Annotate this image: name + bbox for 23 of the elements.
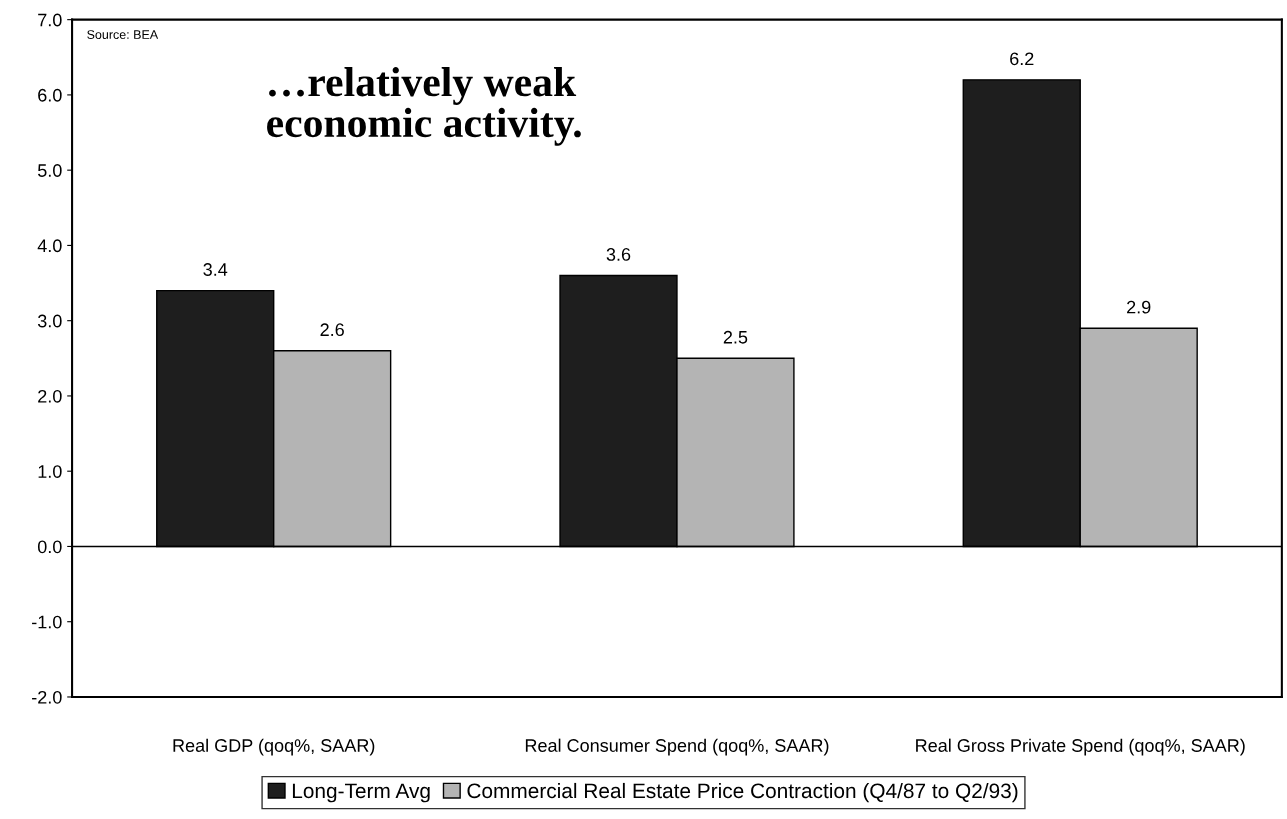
- data-label: 2.9: [1127, 300, 1151, 314]
- x-tick-label: Real Consumer Spend (qoq%, SAAR): [525, 738, 829, 756]
- y-tick-label: 1.0: [38, 465, 62, 478]
- x-tick-label: Real Gross Private Spend (qoq%, SAAR): [916, 738, 1245, 756]
- annotation: Source: BEA: [87, 30, 159, 39]
- y-tick-label: -1.0: [32, 615, 62, 629]
- data-label: 6.2: [1010, 52, 1034, 66]
- data-label: 2.5: [723, 330, 748, 344]
- x-tick-label: Real GDP (qoq%, SAAR): [173, 738, 375, 756]
- y-tick-label: 6.0: [38, 88, 62, 102]
- text: …relatively weak economic activity.: [267, 67, 581, 146]
- y-tick-label: 0.0: [37, 540, 62, 554]
- data-label: 3.4: [203, 263, 228, 276]
- y-tick-label: 3.0: [37, 314, 62, 328]
- y-tick-label: 5.0: [37, 164, 62, 177]
- y-tick-label: -2.0: [32, 690, 62, 704]
- legend-label: Long-Term Avg: [292, 783, 430, 803]
- legend-label: Commercial Real Estate Price Contraction (Q4/87 to Q2/93): [467, 782, 1018, 803]
- data-label: 2.6: [320, 323, 344, 337]
- y-tick-label: 4.0: [37, 239, 62, 253]
- y-tick-label: 7.0: [38, 13, 62, 27]
- y-tick-label: 2.0: [38, 389, 62, 403]
- data-label: 3.6: [606, 248, 631, 261]
